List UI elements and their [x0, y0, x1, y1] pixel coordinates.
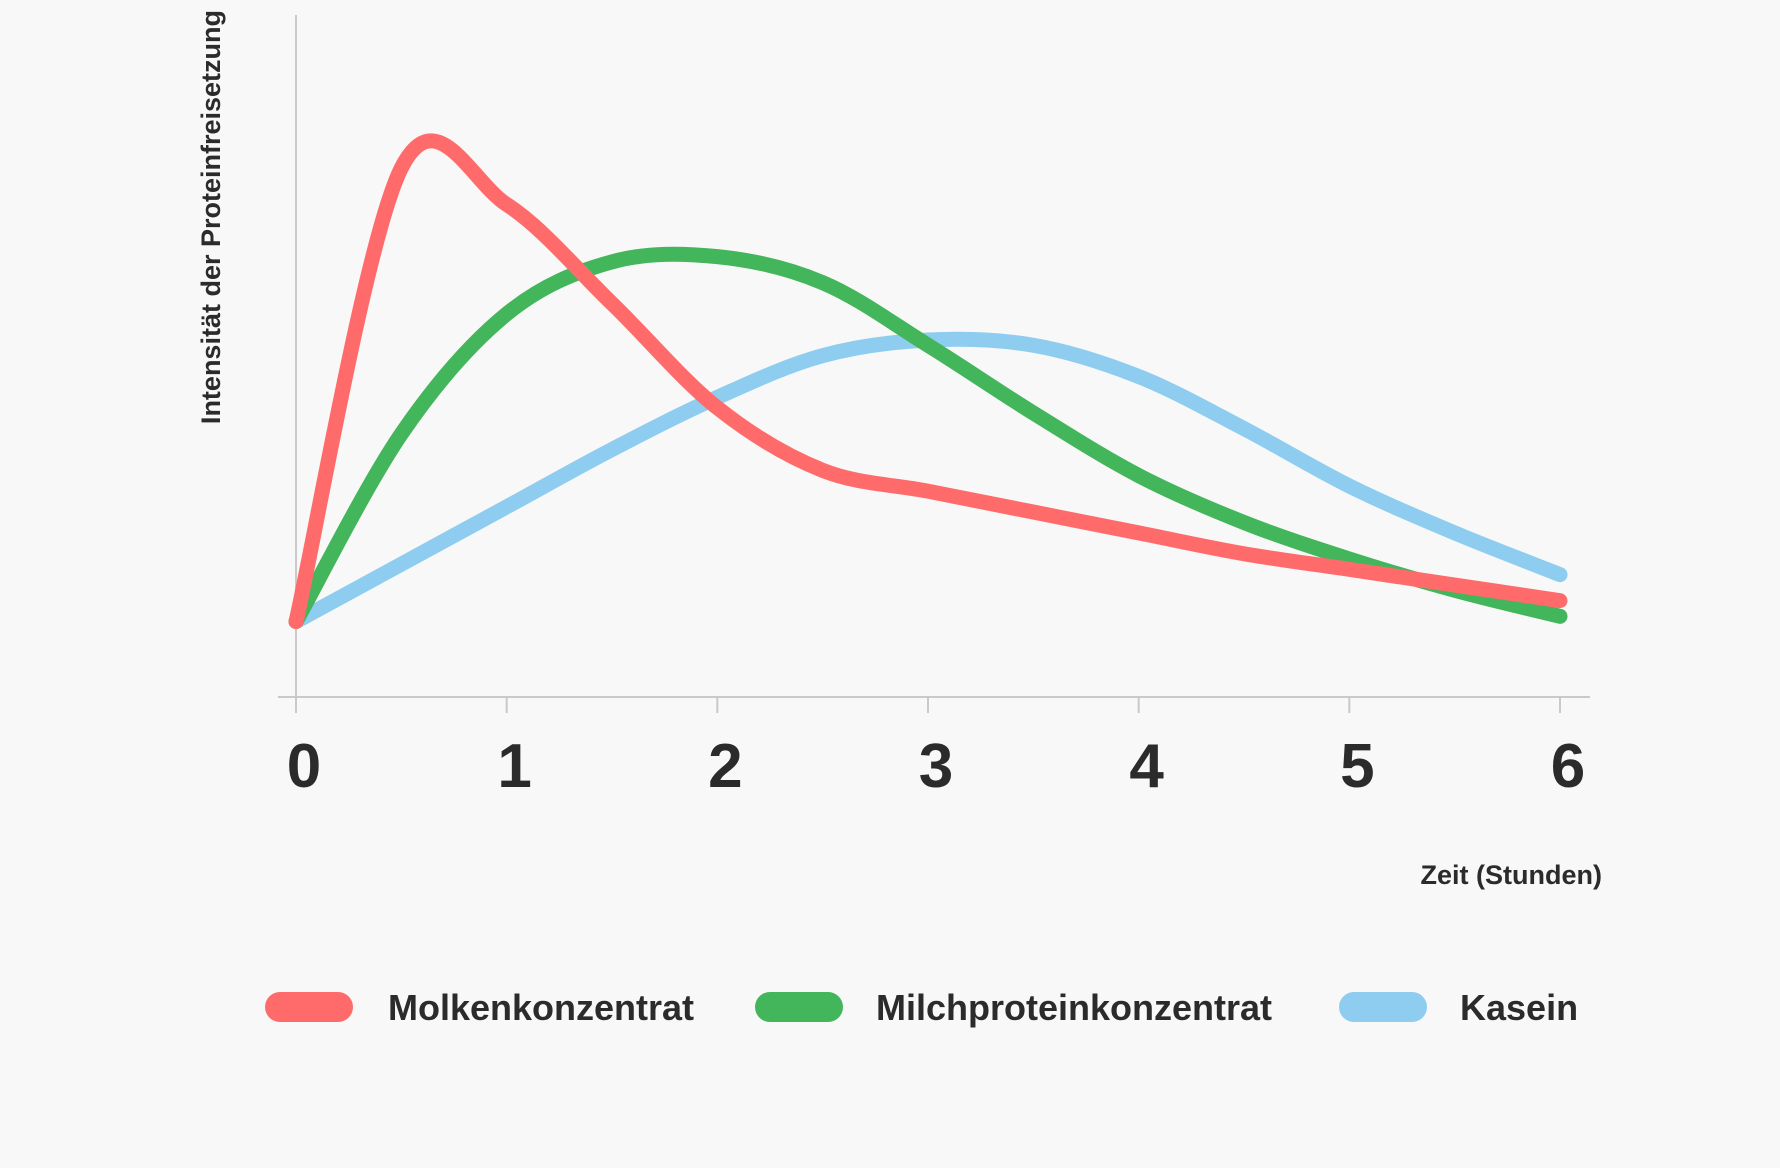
- x-tick-label: 4: [1129, 732, 1164, 801]
- legend-item: Milchproteinkonzentrat: [755, 987, 1272, 1028]
- legend-label: Molkenkonzentrat: [388, 987, 694, 1028]
- legend-label: Kasein: [1460, 987, 1578, 1028]
- x-tick-label: 2: [708, 732, 742, 801]
- series-line-molkenkonzentrat: [288, 133, 1568, 630]
- legend: Molkenkonzentrat Milchproteinkonzentrat Ka…: [265, 987, 1578, 1028]
- x-axis-title: Zeit (Stunden): [1421, 860, 1602, 890]
- y-axis-title: Intensität der Proteinfreisetzung: [196, 10, 226, 424]
- series-line-milchproteinkonzentrat: [288, 246, 1568, 630]
- x-tick-label: 6: [1551, 732, 1585, 801]
- x-tick-label: 1: [497, 732, 531, 801]
- x-tick-label: 3: [919, 732, 953, 801]
- x-tick-label: 0: [287, 732, 321, 801]
- legend-item: Molkenkonzentrat: [265, 987, 694, 1028]
- legend-item: Kasein: [1339, 987, 1578, 1028]
- legend-label: Milchproteinkonzentrat: [876, 987, 1272, 1028]
- x-tick-label: 5: [1340, 732, 1374, 801]
- series-lines: [288, 133, 1568, 630]
- x-ticks: 0 1 2 3 4 5 6: [287, 697, 1585, 801]
